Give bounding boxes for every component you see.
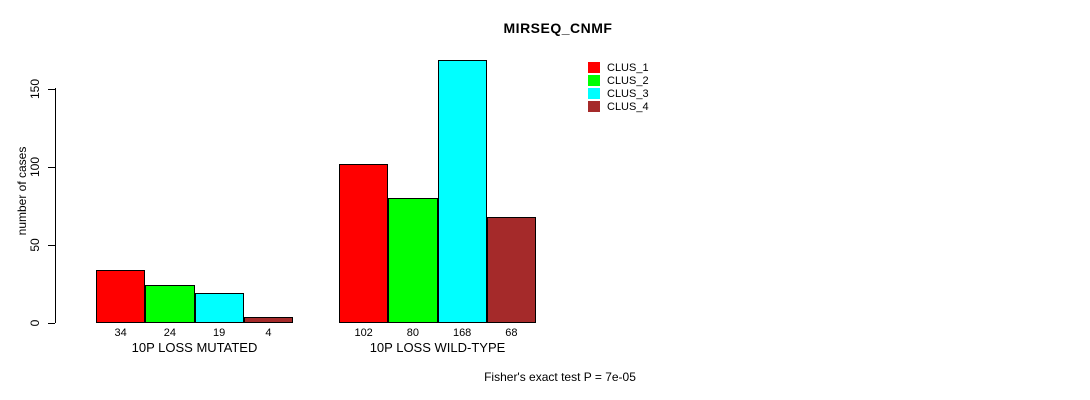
y-axis-tick-label: 50 [28,238,42,252]
bar-clus_2-0 [145,285,195,323]
chart-title: MIRSEQ_CNMF [503,20,613,36]
legend-swatch [588,101,600,112]
legend-item: CLUS_2 [588,74,649,87]
legend: CLUS_1 CLUS_2 CLUS_3 CLUS_4 [588,61,649,113]
legend-swatch [588,88,600,99]
bar-value-label: 19 [213,327,226,339]
bar-value-label: 102 [354,327,373,339]
legend-label: CLUS_2 [607,74,649,87]
bar-value-label: 34 [114,327,127,339]
category-label: 10P LOSS WILD-TYPE [369,340,506,355]
bar-value-label: 80 [406,327,419,339]
bar-clus_2-1 [388,198,438,323]
legend-label: CLUS_1 [607,61,649,74]
legend-swatch [588,75,600,86]
legend-item: CLUS_4 [588,100,649,113]
bar-clus_4-0 [243,317,293,323]
fisher-test-annotation: Fisher's exact test P = 7e-05 [484,370,636,384]
legend-item: CLUS_3 [588,87,649,100]
bar-value-label: 168 [452,327,472,339]
bar-clus_1-0 [96,270,146,323]
legend-item: CLUS_1 [588,61,649,74]
y-axis-tick-label: 150 [28,78,42,99]
bar-value-label: 24 [163,327,176,339]
bar-clus_3-0 [194,293,244,323]
y-axis-tick [48,323,55,324]
y-axis-tick-label: 0 [28,319,42,327]
y-axis-tick [48,88,55,90]
y-axis-line [55,88,56,323]
bar-value-label: 4 [265,327,272,339]
legend-swatch [588,62,600,73]
legend-label: CLUS_3 [607,87,649,100]
y-axis-tick [48,166,55,168]
category-label: 10P LOSS MUTATED [131,340,258,355]
legend-label: CLUS_4 [607,100,649,113]
bar-value-label: 68 [505,327,518,339]
bar-clus_1-1 [339,164,389,323]
y-axis-tick-label: 100 [28,156,42,177]
y-axis-label: number of cases [15,146,29,236]
bar-clus_4-1 [486,217,536,323]
y-axis-tick [48,244,55,246]
bar-clus_3-1 [437,60,487,323]
